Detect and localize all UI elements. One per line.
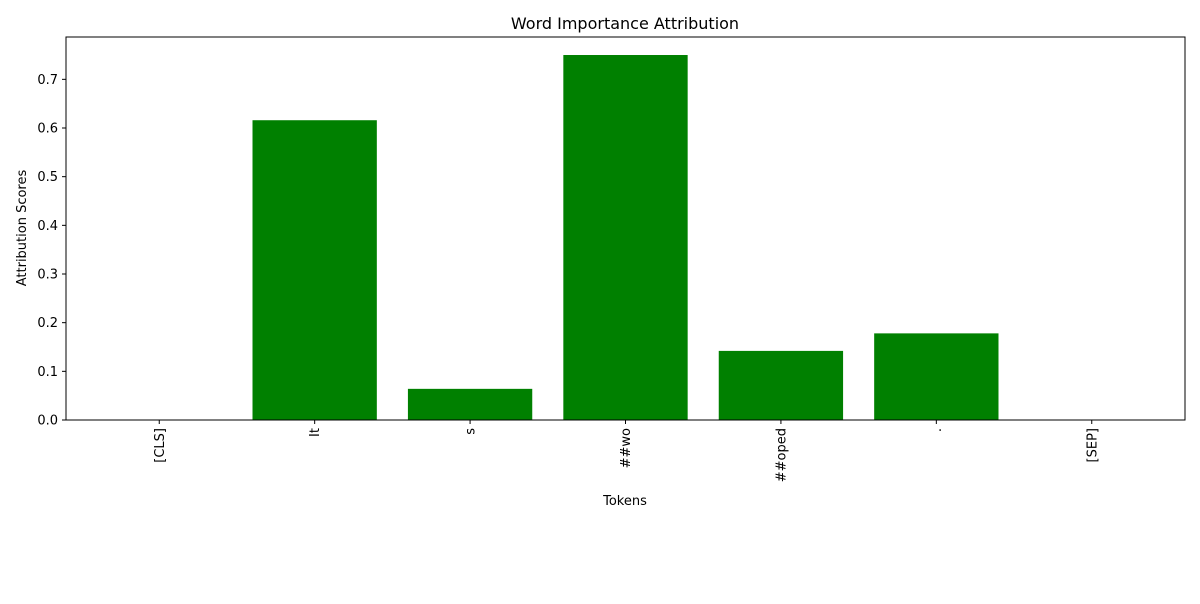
chart-title: Word Importance Attribution (511, 14, 739, 33)
bar-5 (874, 333, 999, 420)
x-tick-label-4: ##oped (774, 428, 789, 482)
bars-layer (252, 55, 999, 420)
x-tick-label-6: [SEP] (1085, 428, 1100, 462)
y-axis-label: Attribution Scores (15, 170, 30, 287)
y-tick-label-6: 0.6 (37, 122, 58, 137)
y-tick-label-4: 0.4 (37, 219, 58, 234)
y-tick-label-1: 0.1 (37, 365, 58, 380)
bar-3 (563, 55, 688, 420)
y-tick-label-5: 0.5 (37, 170, 58, 185)
y-tick-label-0: 0.0 (37, 414, 58, 429)
y-axis: 0.0 0.1 0.2 0.3 0.4 0.5 0.6 0.7 (37, 73, 66, 429)
plot-frame (65, 36, 1186, 421)
x-tick-label-0: [CLS] (153, 428, 168, 463)
x-tick-label-3: ##wo (619, 428, 634, 468)
x-tick-label-2: s (464, 428, 479, 435)
x-tick-label-1: It (308, 428, 323, 437)
y-tick-label-3: 0.3 (37, 268, 58, 283)
y-tick-label-2: 0.2 (37, 316, 58, 331)
bar-4 (718, 350, 844, 420)
x-axis-label: Tokens (602, 494, 647, 509)
bar-2 (407, 388, 533, 420)
x-tick-label-5: . (930, 428, 945, 432)
bar-1 (252, 120, 377, 420)
x-axis: [CLS] It s ##wo ##oped. [SEP] (153, 420, 1100, 482)
y-tick-label-7: 0.7 (37, 73, 58, 88)
